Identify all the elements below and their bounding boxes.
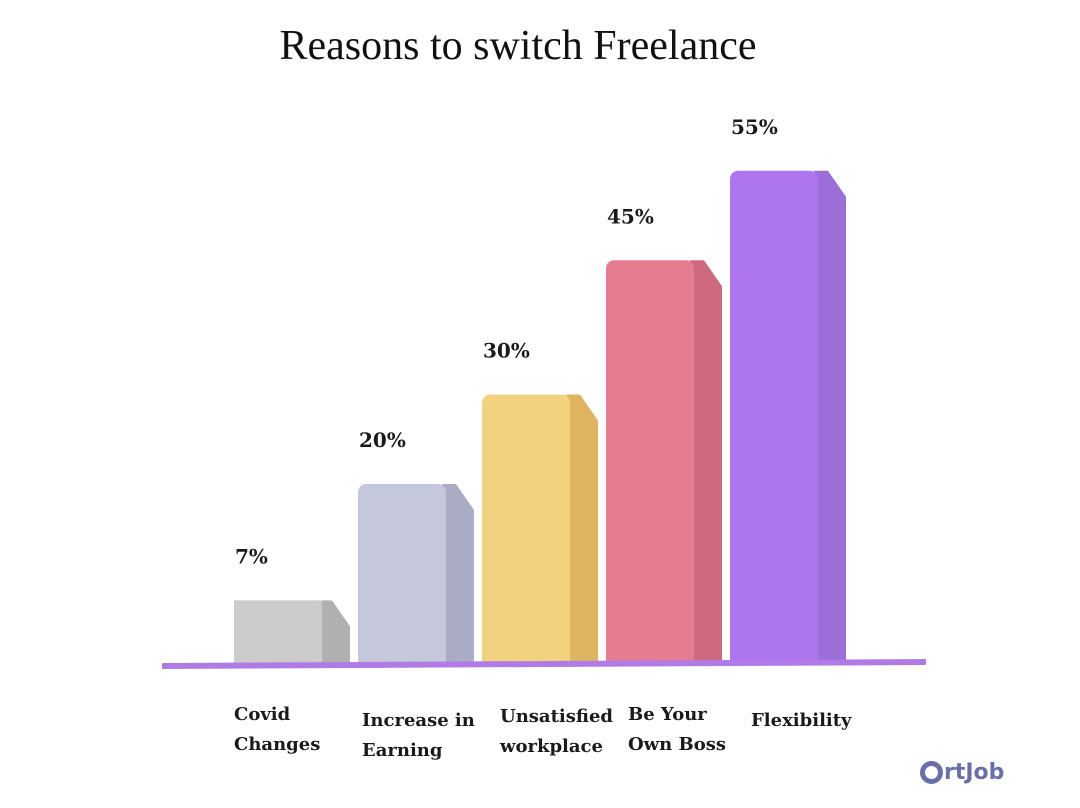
bar-side-5 — [814, 170, 846, 663]
category-label-line: Own Boss — [628, 734, 727, 755]
bar-side-2 — [442, 484, 474, 663]
bar-front-body-2 — [358, 494, 446, 663]
bar-front-body-5 — [730, 180, 818, 663]
value-label-4: 45% — [607, 204, 654, 228]
category-label-line: Increase in — [362, 710, 475, 731]
value-label-2: 20% — [359, 428, 406, 452]
bar-3 — [482, 394, 598, 663]
bar-4 — [606, 260, 722, 663]
bar-front-body-3 — [482, 404, 570, 663]
bar-5 — [730, 170, 846, 663]
ortjob-logo: rtJob — [920, 760, 1004, 785]
bar-2 — [358, 484, 474, 663]
category-label-3: Unsatisfied workplace — [500, 702, 613, 762]
bar-1 — [234, 600, 350, 663]
value-label-3: 30% — [483, 339, 530, 363]
logo-text: rtJob — [944, 760, 1005, 785]
category-label-2: Increase in Earning — [362, 706, 475, 766]
category-label-line: Covid — [234, 704, 291, 725]
chart-title: Reasons to switch Freelance — [279, 23, 757, 69]
category-label-line: Unsatisfied — [500, 706, 613, 727]
category-label-line: Earning — [362, 740, 443, 761]
bar-front-body-1 — [234, 610, 322, 663]
category-label-1: Covid Changes — [234, 700, 320, 760]
bar-side-3 — [566, 394, 598, 663]
category-label-5: Flexibility — [751, 706, 852, 736]
category-label-line: Changes — [234, 734, 321, 755]
category-label-4: Be Your Own Boss — [628, 700, 726, 760]
logo-ring-icon — [920, 761, 943, 784]
category-label-line: Be Your — [628, 704, 707, 725]
bar-side-4 — [690, 260, 722, 663]
chart-baseline — [161, 659, 927, 669]
value-label-1: 7% — [235, 544, 268, 568]
bar-front-body-4 — [606, 270, 694, 663]
bar-side-1 — [318, 600, 350, 663]
category-label-line: Flexibility — [751, 710, 852, 731]
category-label-line: workplace — [500, 736, 603, 757]
value-label-5: 55% — [731, 115, 778, 139]
